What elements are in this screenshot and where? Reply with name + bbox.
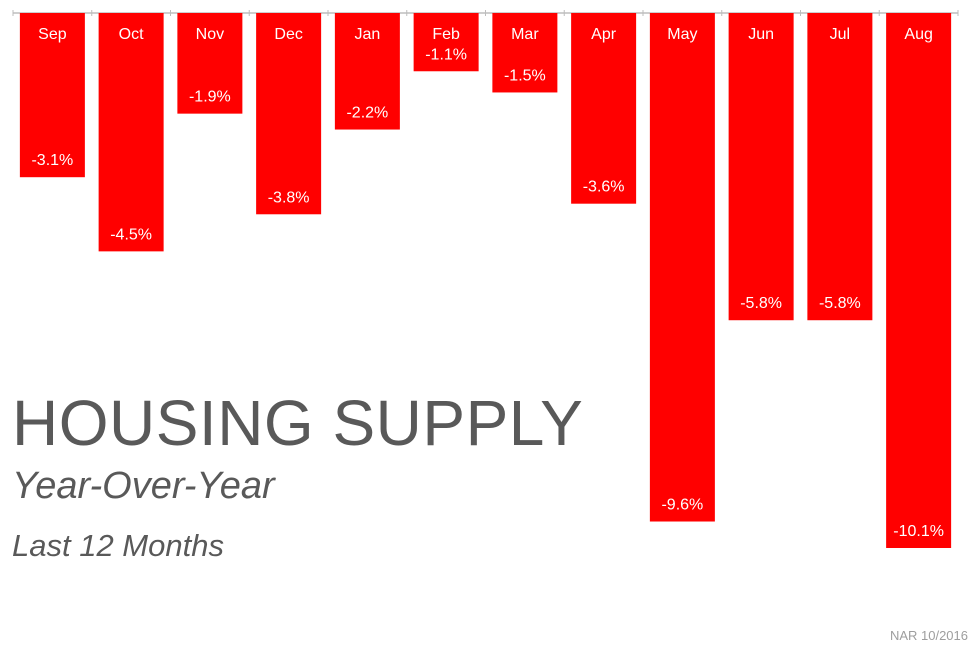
- chart-period: Last 12 Months: [12, 528, 224, 563]
- bar-nov: [177, 13, 243, 114]
- category-label: Oct: [119, 26, 144, 43]
- category-label: Jul: [830, 26, 850, 43]
- bar-aug: [886, 13, 952, 548]
- data-label: -3.6%: [583, 179, 625, 196]
- data-label: -3.1%: [31, 152, 73, 169]
- data-label: -1.5%: [504, 67, 546, 84]
- bar-mar: [492, 13, 558, 93]
- category-label: Mar: [511, 26, 539, 43]
- data-label: -9.6%: [661, 497, 703, 514]
- category-label: May: [667, 26, 697, 43]
- category-label: Aug: [904, 26, 932, 43]
- category-label: Jun: [748, 26, 774, 43]
- data-label: -10.1%: [893, 523, 944, 540]
- title-block: HOUSING SUPPLY Year-Over-Year Last 12 Mo…: [12, 388, 583, 564]
- data-label: -4.5%: [110, 226, 152, 243]
- bar-feb: [413, 13, 479, 72]
- category-label: Sep: [38, 26, 67, 43]
- bar-jan: [334, 13, 400, 130]
- bar-may: [649, 13, 715, 522]
- bar-sep: [19, 13, 85, 178]
- bar-dec: [256, 13, 322, 215]
- category-label: Dec: [274, 26, 302, 43]
- data-label: -2.2%: [346, 105, 388, 122]
- data-label: -5.8%: [740, 295, 782, 312]
- chart-subtitle: Year-Over-Year: [12, 465, 275, 507]
- category-label: Nov: [196, 26, 224, 43]
- source-note: NAR 10/2016: [889, 628, 968, 643]
- bar-apr: [571, 13, 637, 204]
- category-label: Apr: [591, 26, 617, 43]
- bar-jul: [807, 13, 873, 321]
- data-label: -3.8%: [268, 189, 310, 206]
- category-label: Jan: [354, 26, 380, 43]
- data-label: -1.9%: [189, 89, 231, 106]
- data-label: -1.1%: [425, 46, 467, 63]
- chart-title: HOUSING SUPPLY: [12, 387, 584, 459]
- bar-jun: [728, 13, 794, 321]
- data-label: -5.8%: [819, 295, 861, 312]
- bar-oct: [98, 13, 164, 252]
- category-label: Feb: [432, 26, 460, 43]
